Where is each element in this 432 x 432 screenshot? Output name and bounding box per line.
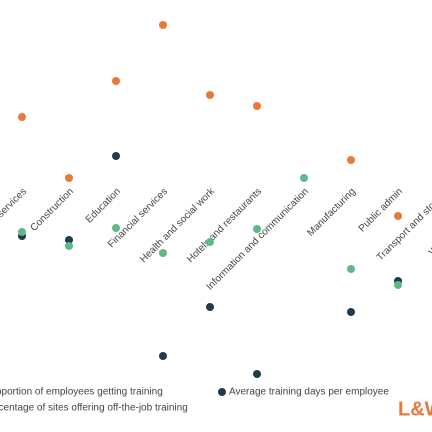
legend-label: Average training days per employee [229, 387, 389, 398]
x-tick-label: Construction [29, 186, 76, 233]
point [65, 236, 73, 244]
point [253, 225, 261, 233]
x-tick-label: Education [84, 186, 123, 225]
point [394, 212, 402, 220]
point [18, 113, 26, 121]
point [253, 102, 261, 110]
point [159, 249, 167, 257]
x-tick-label: Transport and storage [375, 186, 432, 263]
point [394, 281, 402, 289]
point [159, 21, 167, 29]
x-tick-label: Public admin [357, 186, 405, 234]
point [112, 152, 120, 160]
x-tick-label: Information and communication [205, 186, 311, 292]
point [65, 242, 73, 250]
point [253, 370, 261, 378]
point [206, 238, 214, 246]
point [112, 224, 120, 232]
point [347, 308, 355, 316]
point [206, 303, 214, 311]
point [65, 174, 73, 182]
point [18, 228, 26, 236]
point [300, 174, 308, 182]
point [347, 156, 355, 164]
legend-marker [218, 388, 226, 396]
point [206, 91, 214, 99]
point [159, 352, 167, 360]
legend-label: Proportion of employees getting training [0, 387, 163, 398]
legend-label: Percentage of sites offering off-the-job… [0, 403, 188, 414]
x-tick-label: Wholesale and retail [427, 186, 432, 258]
logo: L&W [398, 398, 432, 420]
point [347, 265, 355, 273]
point [112, 77, 120, 85]
x-tick-label: Manufacturing [305, 186, 358, 239]
x-tick-label: Business services [0, 186, 29, 250]
